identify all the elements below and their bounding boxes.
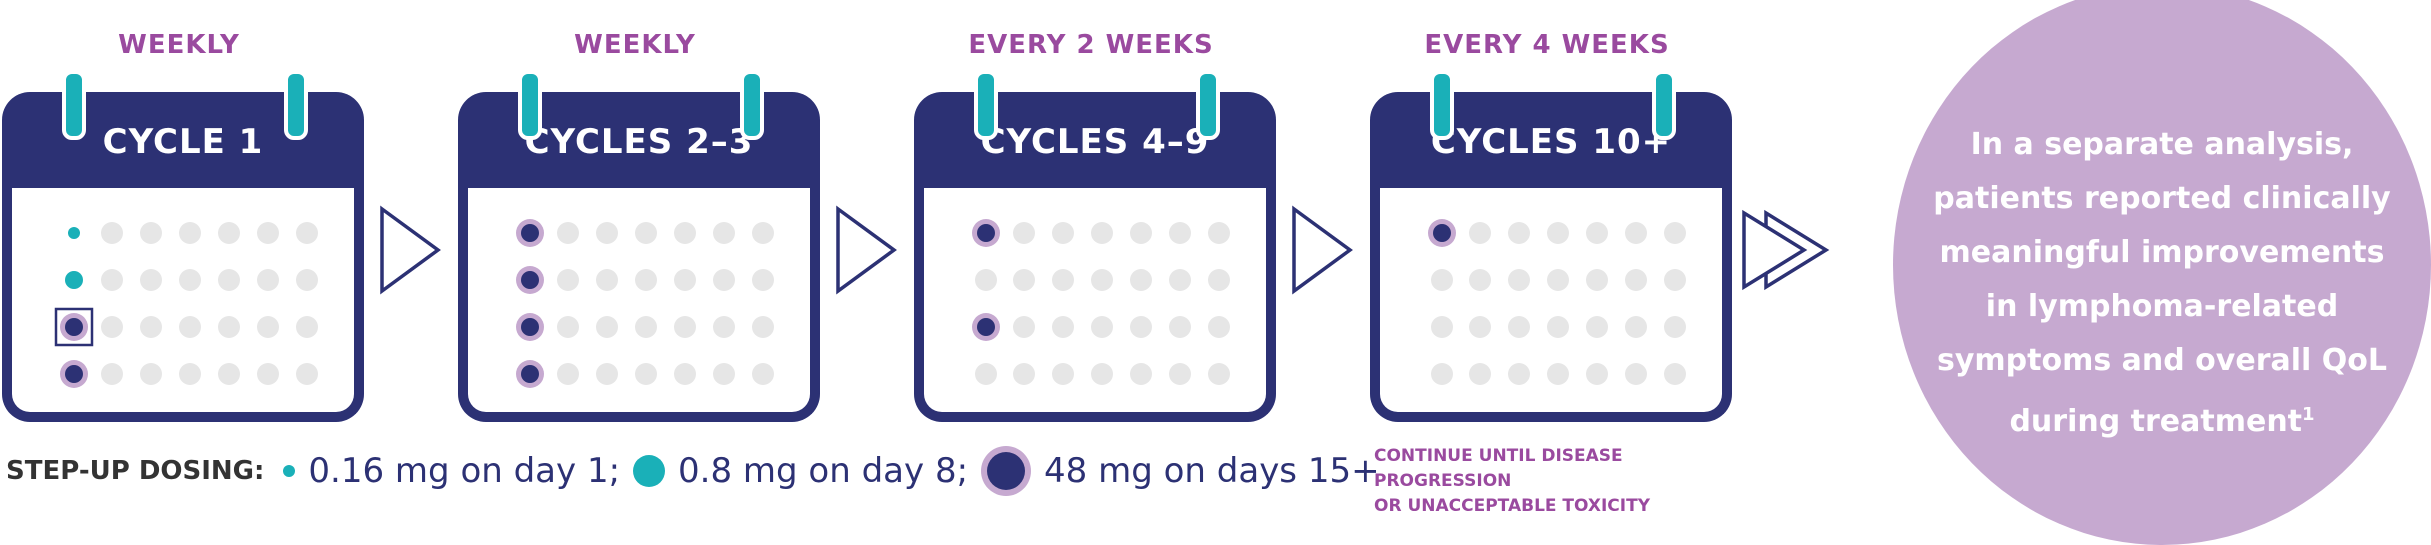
calendar-title: CYCLES 2–3	[524, 122, 754, 162]
calendar-icon: CYCLES 2–3	[458, 70, 820, 422]
dose-small-icon	[283, 465, 296, 477]
calendar-ring	[518, 70, 542, 140]
dose-large-icon	[65, 365, 83, 383]
calendar-icon: CYCLE 1	[2, 70, 364, 422]
dose-large-icon	[521, 271, 539, 289]
callout-circle	[1893, 0, 2431, 545]
dose-grid	[54, 222, 318, 388]
dose-medium-icon	[65, 271, 83, 289]
calendar-body	[914, 188, 1276, 422]
calendar-icon: CYCLES 4–9	[914, 70, 1276, 422]
calendar-body	[458, 188, 820, 422]
calendar-icon: CYCLES 10+	[1370, 70, 1732, 422]
calendar-body	[2, 188, 364, 422]
calendar-ring	[284, 70, 308, 140]
legend-dose-1: 0.16 mg on day 1;	[308, 451, 621, 491]
double-chevron-right-icon	[1742, 209, 1830, 291]
dose-large-icon	[521, 365, 539, 383]
legend-dose-3: 48 mg on days 15+	[1044, 451, 1380, 491]
calendar-ring	[740, 70, 764, 140]
calendar-ring	[1652, 70, 1676, 140]
frequency-label-cycles-10-plus: EVERY 4 WEEKS	[1424, 30, 1670, 60]
dose-large-icon	[1433, 224, 1451, 242]
calendar-header: CYCLE 1	[2, 92, 364, 190]
calendar-body	[1370, 188, 1732, 422]
dose-large-icon	[521, 224, 539, 242]
dose-grid	[1428, 219, 1686, 385]
calendar-ring	[974, 70, 998, 140]
calendar-title: CYCLES 10+	[1430, 122, 1672, 162]
dose-large-icon	[977, 318, 995, 336]
note-line-2: OR UNACCEPTABLE TOXICITY	[1374, 496, 1651, 516]
calendar-header: CYCLES 10+	[1370, 92, 1732, 190]
dose-large-icon	[981, 446, 1032, 496]
calendar-header: CYCLES 4–9	[914, 92, 1276, 190]
dose-large-icon	[521, 318, 539, 336]
calendar-title: CYCLE 1	[102, 122, 264, 162]
dose-grid	[516, 219, 774, 388]
continuation-note: CONTINUE UNTIL DISEASE PROGRESSION OR UN…	[1374, 444, 1734, 519]
step-up-dosing-legend: STEP-UP DOSING: 0.16 mg on day 1; 0.8 mg…	[6, 446, 1392, 496]
chevron-right-icon	[380, 205, 441, 295]
calendar-header: CYCLES 2–3	[458, 92, 820, 190]
dose-small-icon	[68, 227, 80, 239]
dose-grid	[972, 219, 1230, 385]
note-line-1: CONTINUE UNTIL DISEASE PROGRESSION	[1374, 446, 1623, 491]
selected-day-box	[54, 307, 94, 347]
calendar-ring	[62, 70, 86, 140]
calendar-ring	[1430, 70, 1454, 140]
legend-label: STEP-UP DOSING:	[6, 456, 265, 486]
frequency-label-cycle-1: WEEKLY	[118, 30, 240, 60]
calendar-title: CYCLES 4–9	[980, 122, 1210, 162]
frequency-label-cycles-2-3: WEEKLY	[574, 30, 696, 60]
chevron-right-icon	[1292, 205, 1353, 295]
chevron-right-icon	[836, 205, 897, 295]
footnote-marker: 1	[2302, 404, 2315, 425]
dose-large-icon	[65, 318, 83, 336]
frequency-label-cycles-4-9: EVERY 2 WEEKS	[968, 30, 1214, 60]
calendar-ring	[1196, 70, 1220, 140]
callout-body: In a separate analysis, patients reporte…	[1933, 127, 2391, 439]
dose-medium-icon	[633, 455, 666, 487]
legend-dose-2: 0.8 mg on day 8;	[678, 451, 969, 491]
dose-large-icon	[977, 224, 995, 242]
callout-text: In a separate analysis, patients reporte…	[1932, 118, 2392, 449]
